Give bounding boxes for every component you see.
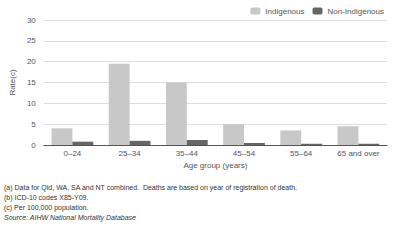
- svg-text:5: 5: [31, 120, 36, 129]
- svg-text:Non-Indigenous: Non-Indigenous: [328, 7, 384, 16]
- svg-text:Rate(c): Rate(c): [8, 69, 17, 96]
- svg-text:30: 30: [27, 16, 36, 25]
- svg-text:(b) ICD-10 codes X85-Y09.: (b) ICD-10 codes X85-Y09.: [4, 194, 88, 202]
- svg-text:25: 25: [27, 36, 36, 45]
- svg-text:15: 15: [27, 78, 36, 87]
- svg-text:35–44: 35–44: [176, 149, 199, 158]
- svg-text:0: 0: [31, 141, 36, 150]
- svg-text:Indigenous: Indigenous: [265, 7, 304, 16]
- svg-text:Source: AIHW National Mortalit: Source: AIHW National Mortality Database: [4, 214, 136, 222]
- svg-text:20: 20: [27, 57, 36, 66]
- svg-text:10: 10: [27, 99, 36, 108]
- svg-text:0–24: 0–24: [64, 149, 82, 158]
- svg-text:55–64: 55–64: [290, 149, 313, 158]
- svg-text:(a) Data for Qld, WA, SA and N: (a) Data for Qld, WA, SA and NT combined…: [4, 184, 297, 192]
- svg-text:45–54: 45–54: [233, 149, 256, 158]
- svg-text:65 and over: 65 and over: [337, 149, 380, 158]
- svg-text:25–34: 25–34: [118, 149, 141, 158]
- svg-text:(c) Per 100,000 population.: (c) Per 100,000 population.: [4, 204, 88, 212]
- svg-text:Age group (years): Age group (years): [183, 161, 247, 170]
